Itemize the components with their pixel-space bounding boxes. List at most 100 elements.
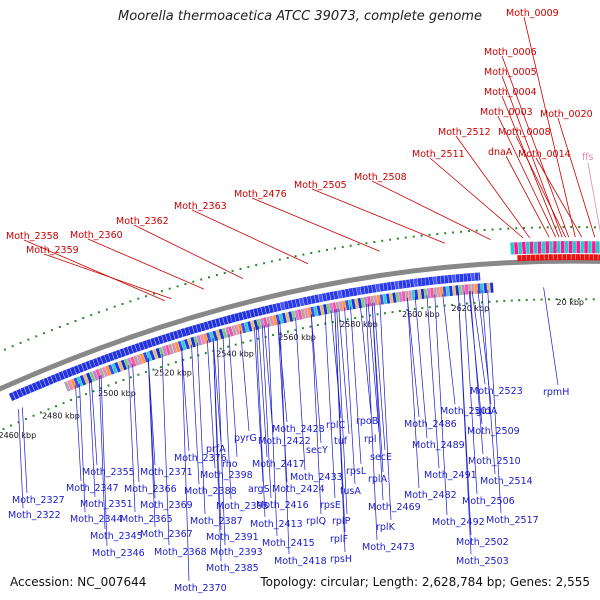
reverse-feature-block	[335, 301, 341, 313]
reverse-feature-block	[111, 363, 118, 374]
reverse-leader-line	[463, 291, 478, 495]
reverse-gene-label: rplF	[330, 534, 348, 545]
ruler-dot	[346, 318, 349, 321]
ruler-dot	[145, 295, 148, 298]
reverse-gene-arrow	[153, 336, 161, 346]
reverse-leader-line	[359, 304, 372, 415]
reverse-leader-line	[228, 333, 238, 458]
reverse-gene-arrow	[306, 296, 312, 305]
ruler-dot	[231, 269, 234, 272]
reverse-feature-block	[341, 300, 347, 311]
ruler-dot	[294, 328, 297, 331]
reverse-gene-label: Moth_2489	[412, 440, 465, 451]
ruler-dot	[428, 306, 431, 309]
reverse-gene-arrow	[360, 286, 365, 295]
forward-gene-label: Moth_0009	[506, 8, 559, 19]
forward-gene-label: Moth_2359	[26, 245, 79, 256]
reverse-gene-arrow	[24, 385, 31, 395]
ruler-dot	[189, 356, 192, 359]
ruler-dot	[113, 305, 116, 308]
ruler-dot	[523, 227, 525, 229]
ruler-dot	[570, 298, 573, 301]
forward-leader-line	[557, 117, 596, 238]
reverse-gene-label: Moth_2492	[432, 517, 485, 528]
reverse-feature-block	[332, 302, 338, 313]
ruler-dot	[200, 278, 203, 281]
reverse-feature-block	[240, 322, 247, 334]
ruler-dot	[538, 226, 541, 229]
reverse-gene-arrow	[47, 376, 54, 385]
ruler-dot	[412, 235, 415, 238]
reverse-feature-block	[209, 331, 215, 342]
ruler-dot	[420, 234, 423, 237]
ruler-dot	[223, 272, 226, 274]
reverse-leader-line	[132, 363, 140, 483]
reverse-feature-block	[199, 334, 206, 345]
reverse-feature-block	[76, 376, 84, 387]
ruler-dot	[242, 341, 245, 344]
reverse-gene-arrow	[73, 365, 81, 375]
reverse-gene-arrow	[264, 305, 271, 314]
reverse-gene-arrow	[321, 292, 328, 302]
ruler-dot	[467, 230, 470, 233]
reverse-gene-label: Moth_2355	[82, 467, 135, 478]
ruler-dot	[105, 308, 108, 311]
ruler-dot	[92, 390, 95, 393]
reverse-feature-block	[338, 301, 344, 312]
forward-leader-line	[43, 253, 172, 300]
reverse-leader-line	[181, 347, 190, 582]
reverse-gene-label: Moth_2388	[184, 486, 237, 497]
ruler-dot	[326, 248, 328, 251]
reverse-gene-arrow	[66, 368, 73, 378]
reverse-gene-arrow	[176, 329, 183, 339]
ruler-dot	[204, 352, 207, 355]
forward-gene-label: Moth_2512	[438, 127, 491, 138]
reverse-gene-arrow	[8, 392, 16, 402]
reverse-feature-block	[256, 318, 262, 330]
reverse-leader-line	[487, 289, 502, 514]
ruler-dot	[310, 252, 313, 254]
reverse-gene-label: Moth_2385	[206, 563, 259, 574]
reverse-leader-line	[277, 321, 288, 423]
ruler-dot	[301, 327, 304, 330]
reverse-feature-block	[225, 327, 231, 338]
forward-leader-line	[505, 155, 550, 238]
forward-gene-label: Moth_0008	[498, 127, 551, 138]
reverse-feature-block	[136, 354, 143, 365]
ruler-dot	[451, 303, 454, 306]
reverse-gene-arrow	[348, 288, 354, 297]
ruler-dot	[324, 322, 327, 325]
ruler-dot	[555, 298, 558, 301]
reverse-feature-block	[370, 295, 375, 307]
ruler-dot	[66, 323, 69, 325]
ruler-dot	[460, 230, 462, 233]
reverse-feature-block	[114, 362, 121, 373]
ruler-dot	[592, 298, 595, 301]
reverse-gene-arrow	[329, 291, 335, 301]
reverse-feature-block	[130, 356, 137, 367]
reverse-gene-label: rplQ	[306, 516, 326, 527]
reverse-feature-block	[79, 375, 87, 386]
reverse-gene-label: Moth_2523	[470, 386, 523, 397]
reverse-feature-block	[269, 315, 275, 327]
reverse-feature-block	[158, 346, 165, 358]
reverse-feature-block	[262, 317, 269, 328]
reverse-gene-arrow	[169, 331, 176, 341]
reverse-gene-arrow	[161, 334, 168, 343]
reverse-feature-block	[348, 299, 353, 310]
forward-leader-line	[311, 188, 446, 244]
reverse-gene-arrow	[325, 292, 331, 301]
forward-leader-line	[371, 180, 491, 240]
reverse-feature-block	[272, 315, 278, 326]
reverse-leader-line	[222, 335, 232, 500]
reverse-gene-arrow	[196, 323, 202, 333]
reverse-gene-arrow	[188, 325, 195, 335]
reverse-gene-arrow	[211, 319, 217, 328]
reverse-gene-label: Moth_2514	[480, 476, 533, 487]
forward-gene-label: Moth_2358	[6, 231, 59, 242]
reverse-gene-arrow	[333, 290, 339, 300]
scale-label: 2600 kbp	[402, 310, 440, 319]
ruler-dot	[365, 242, 368, 245]
ruler-dot	[421, 307, 424, 310]
reverse-gene-arrow	[299, 297, 305, 307]
